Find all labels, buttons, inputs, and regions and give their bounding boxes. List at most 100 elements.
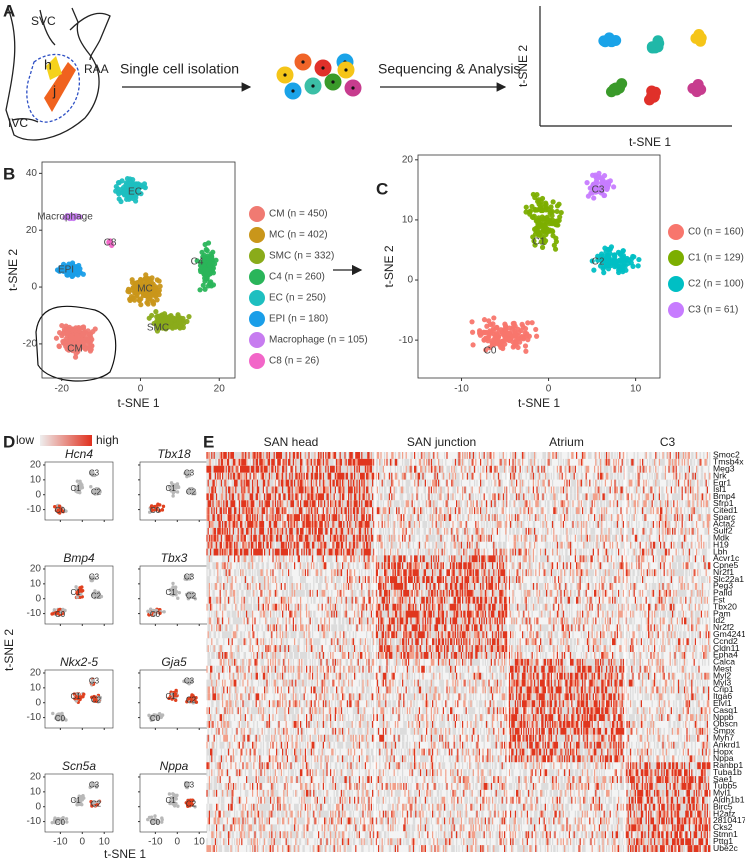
gene-label: Myh7: [713, 732, 734, 742]
heat-red: [228, 555, 705, 563]
mini-point: [646, 90, 658, 102]
heat-pale: [223, 734, 700, 742]
legend-label: C2 (n = 100): [688, 279, 744, 290]
heat-grey: [207, 789, 704, 797]
point: [154, 277, 160, 283]
gene-label: Nr2f2: [713, 622, 734, 632]
heat-pale: [216, 610, 708, 618]
x-tick-label: 10: [630, 384, 642, 395]
cluster-label: C1: [165, 484, 176, 493]
y-tick-label: 20: [30, 460, 42, 471]
heat-pale: [208, 541, 705, 549]
point: [611, 252, 617, 258]
point: [64, 272, 70, 278]
gene-label: Tmsb4x: [713, 457, 744, 467]
point: [154, 314, 160, 320]
heat-grey: [211, 465, 710, 473]
gene-label: H2afz: [713, 808, 735, 818]
point: [121, 188, 128, 195]
point: [138, 302, 144, 308]
point: [184, 472, 189, 476]
point: [174, 698, 178, 702]
cluster-label: MC: [137, 284, 153, 295]
heat-grey: [207, 727, 711, 735]
heart-sketch: [5, 7, 111, 141]
point: [500, 331, 506, 337]
heat-red: [210, 603, 675, 611]
mini-tsne-axes: [539, 6, 732, 127]
point: [175, 490, 180, 494]
panel-d: low high Hcn4 -10 0 10 20 C0 C1 C2 C3 Tbx18 C0 C1 C2…: [2, 433, 209, 861]
legend-label: EPI (n = 180): [269, 314, 328, 325]
point: [185, 803, 190, 807]
x-tick-label: -10: [148, 837, 163, 848]
point: [99, 594, 104, 599]
point: [194, 258, 200, 264]
point: [190, 802, 195, 807]
point: [170, 796, 174, 800]
point: [154, 508, 158, 512]
heat-pale: [207, 631, 711, 639]
cluster-label: C4: [191, 257, 204, 268]
y-tick-label: 20: [30, 772, 42, 783]
legend-swatch: [668, 302, 684, 318]
legend-label: C0 (n = 160): [688, 227, 744, 238]
point: [522, 343, 529, 349]
heat-red: [206, 762, 711, 770]
point: [174, 794, 178, 798]
point: [65, 820, 69, 824]
cluster-label: Macrophage: [37, 212, 93, 223]
panel-label: D: [3, 432, 15, 451]
heat-pale: [219, 652, 707, 659]
heat-grey: [206, 555, 707, 563]
panel-b: -20 0 20 -20 0 20 40 CM MC SMC C4 EC EPI Macrophage C8…: [6, 161, 368, 410]
legend-label: MC (n = 402): [269, 230, 328, 241]
point: [147, 713, 151, 718]
cluster-label: C0: [150, 610, 161, 619]
axis-label: t-SNE 2: [382, 245, 396, 287]
heat-pale: [206, 741, 708, 749]
heat-grey: [213, 831, 707, 839]
point: [594, 176, 600, 182]
point: [76, 589, 81, 593]
heat-grey: [206, 458, 711, 466]
x-tick-label: -10: [454, 384, 469, 395]
gene-label: Sae1: [713, 774, 733, 784]
point: [154, 323, 160, 329]
gene-title: Nppa: [160, 759, 189, 773]
heat-red: [234, 658, 695, 666]
heat-red: [213, 845, 711, 852]
legend-swatch: [249, 353, 265, 369]
heat-grey: [216, 817, 704, 825]
point: [190, 591, 194, 596]
gene-label: Nrk: [713, 470, 727, 480]
nucleus: [291, 89, 295, 93]
legend-swatch: [249, 290, 265, 306]
point: [550, 233, 556, 239]
cluster-label: C0: [55, 714, 66, 723]
point: [64, 214, 70, 220]
point: [82, 346, 89, 352]
scale-low: low: [16, 433, 34, 447]
heat-red: [218, 652, 705, 659]
point: [146, 280, 152, 286]
point: [93, 695, 98, 700]
point: [160, 816, 164, 820]
cluster-label: C3: [184, 469, 195, 478]
heat-pale: [207, 817, 710, 825]
gene-label: Slc22a1: [713, 574, 744, 584]
heat-pale: [232, 748, 711, 756]
gene-title: Tbx18: [157, 447, 191, 461]
point: [158, 313, 164, 319]
panel-e: SAN head SAN junction Atrium C3Smoc2Tmsb4xM…: [206, 435, 745, 853]
gene-label: Gm42418: [713, 629, 745, 639]
point: [162, 610, 166, 614]
heat-grey: [206, 679, 708, 687]
heat-red: [217, 617, 687, 625]
point: [127, 194, 133, 201]
plot-frame: [417, 154, 661, 379]
point: [167, 696, 171, 701]
heat-red: [207, 507, 695, 515]
cluster-label: C0: [55, 818, 66, 827]
panel-label: C: [376, 179, 388, 198]
